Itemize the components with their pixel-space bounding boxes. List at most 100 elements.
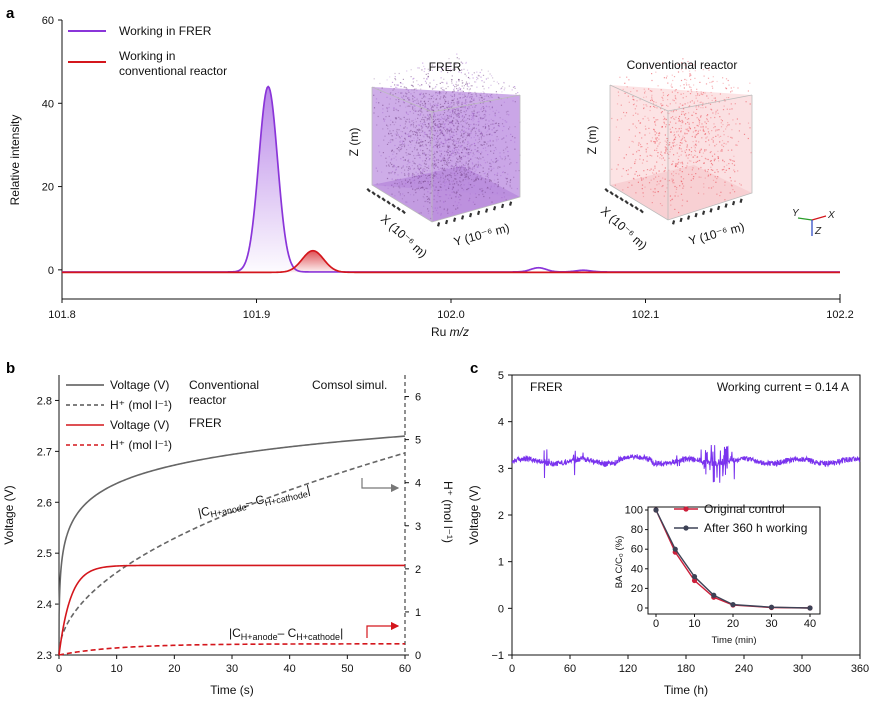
cube-point bbox=[679, 185, 681, 187]
cube-point bbox=[467, 175, 469, 177]
cube-point bbox=[706, 115, 708, 117]
cube-point bbox=[681, 113, 683, 115]
cube-point bbox=[432, 164, 434, 166]
cube-point bbox=[425, 82, 427, 84]
cube-point bbox=[452, 111, 454, 113]
cube-point bbox=[468, 167, 470, 170]
cube-point bbox=[722, 160, 724, 162]
cube-point bbox=[717, 156, 719, 158]
cube-point bbox=[626, 76, 628, 78]
cube-point bbox=[655, 104, 657, 106]
cube-point bbox=[662, 185, 664, 187]
cube-point bbox=[622, 88, 624, 90]
cube-point bbox=[422, 181, 424, 183]
cube-point bbox=[653, 128, 655, 130]
cube-point bbox=[451, 123, 453, 125]
cube-point bbox=[432, 125, 434, 127]
cube-point bbox=[433, 104, 435, 106]
cube-point bbox=[484, 116, 486, 118]
cube-point bbox=[661, 126, 663, 128]
cube-point bbox=[467, 176, 469, 178]
cube-point bbox=[479, 172, 481, 174]
cube-point bbox=[497, 181, 499, 183]
cube-point bbox=[489, 145, 492, 147]
cube-point bbox=[490, 84, 492, 86]
cube-point bbox=[427, 175, 429, 177]
a-series-lines bbox=[62, 85, 840, 274]
cube-point bbox=[443, 89, 445, 91]
cube-point bbox=[450, 197, 453, 199]
cube-point bbox=[705, 137, 707, 139]
cube-point bbox=[450, 176, 452, 178]
cube-point bbox=[704, 150, 706, 152]
cube-point bbox=[445, 91, 447, 94]
cube-point bbox=[453, 129, 456, 131]
cube-point bbox=[483, 117, 485, 119]
cube-point bbox=[683, 84, 685, 86]
cube-point bbox=[731, 129, 733, 131]
cube-point bbox=[443, 156, 445, 159]
cube-point bbox=[439, 91, 441, 93]
cube-point bbox=[414, 110, 416, 112]
cube-point bbox=[637, 149, 639, 151]
cube-point bbox=[396, 128, 398, 131]
cube-point bbox=[502, 138, 504, 140]
cube-point bbox=[473, 154, 475, 156]
b-ytick-right-label: 4 bbox=[415, 478, 421, 490]
cube-point bbox=[677, 71, 680, 73]
cube-point bbox=[461, 162, 463, 164]
cube-point bbox=[691, 169, 693, 171]
cube-point bbox=[450, 116, 452, 118]
cube-point bbox=[464, 148, 466, 150]
cube-point bbox=[656, 132, 658, 134]
cube-point bbox=[484, 125, 486, 127]
cube-point bbox=[622, 189, 624, 191]
cube-point bbox=[641, 137, 643, 139]
cube-point bbox=[432, 173, 435, 176]
cube-point bbox=[406, 201, 408, 203]
cube-point bbox=[399, 141, 401, 143]
cube-point bbox=[707, 169, 709, 171]
cube-point bbox=[501, 91, 503, 93]
cube-point bbox=[424, 144, 426, 146]
cube-point bbox=[396, 84, 398, 86]
cube-point bbox=[476, 79, 478, 81]
cube-point bbox=[705, 122, 707, 125]
cube-point bbox=[437, 114, 439, 116]
cube-point bbox=[428, 117, 430, 119]
cube-point bbox=[380, 91, 382, 93]
cube-point bbox=[457, 161, 459, 163]
cube-point bbox=[458, 78, 460, 81]
cube-point bbox=[712, 186, 714, 188]
cube-point bbox=[495, 148, 497, 150]
cube-point bbox=[445, 142, 447, 144]
cube-point bbox=[433, 167, 435, 169]
cube-point bbox=[669, 142, 671, 144]
cube-point bbox=[470, 130, 472, 132]
cube-point bbox=[442, 121, 444, 123]
cube-tick bbox=[371, 191, 376, 196]
cube-point bbox=[401, 198, 403, 200]
cube-point bbox=[653, 129, 655, 131]
cube-point bbox=[501, 87, 503, 89]
cube-point bbox=[456, 133, 458, 135]
cube-point bbox=[455, 153, 457, 155]
cube-point bbox=[442, 160, 445, 162]
cube-point bbox=[409, 141, 412, 143]
cube-point bbox=[430, 115, 432, 117]
cube-point bbox=[411, 150, 413, 153]
cube-point bbox=[487, 130, 489, 132]
c-xlabel: Time (h) bbox=[664, 683, 708, 697]
cube-point bbox=[490, 163, 492, 165]
cube-point bbox=[478, 123, 480, 125]
cube-point bbox=[670, 117, 672, 119]
cube-point bbox=[730, 180, 732, 182]
cube-point bbox=[445, 87, 447, 90]
cube-point bbox=[649, 106, 652, 108]
cube-point bbox=[723, 142, 725, 144]
cube-point bbox=[459, 168, 462, 170]
cube-point bbox=[504, 157, 507, 159]
cube-point bbox=[401, 167, 403, 169]
cube-point bbox=[462, 164, 464, 166]
cube-point bbox=[506, 178, 508, 180]
